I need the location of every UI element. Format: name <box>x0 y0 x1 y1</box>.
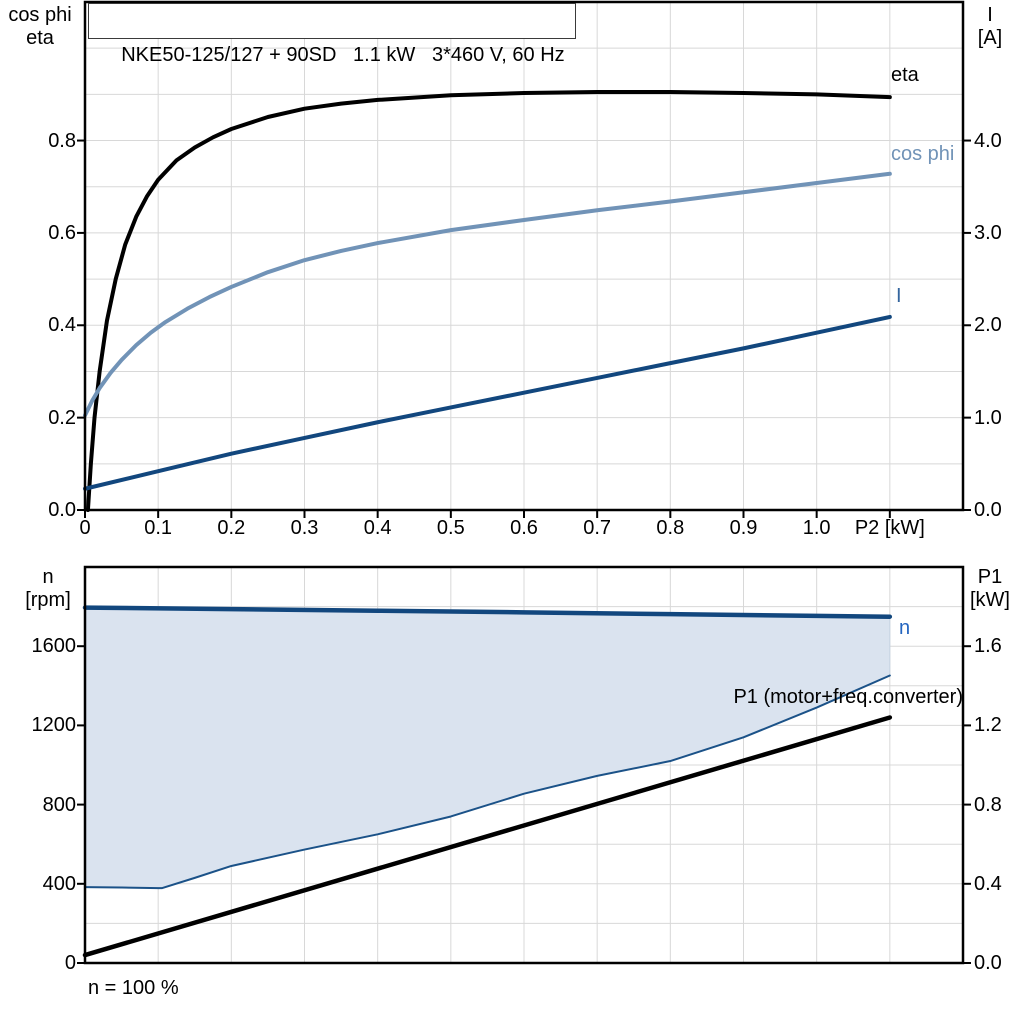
top-right-axis-title-line2: [A] <box>977 27 1003 49</box>
top-left-axis-title-line2: eta <box>26 27 54 49</box>
bottom-left-tick-label: 1600 <box>31 635 77 658</box>
bottom-right-tick-label: 0.0 <box>974 952 1002 974</box>
x-axis-tick-label: P2 [kW] <box>854 517 925 539</box>
bottom-right-tick-label: 1.6 <box>974 635 1002 658</box>
top-left-tick-label: 0.6 <box>48 221 76 244</box>
x-axis-tick-label: 0.9 <box>729 517 758 539</box>
x-axis-tick-label: 0.7 <box>583 517 612 539</box>
top-left-tick-label: 0.8 <box>48 129 76 152</box>
curve-label-n: n <box>899 617 911 639</box>
top-right-tick-label: 1.0 <box>974 406 1002 429</box>
x-axis-tick-label: 0.8 <box>656 517 685 539</box>
curve-label-p1: P1 (motor+freq.converter) <box>733 686 963 708</box>
top-right-tick-label: 2.0 <box>974 314 1002 337</box>
top-right-tick-label: 3.0 <box>974 221 1002 244</box>
x-axis-tick-label: 0.3 <box>290 517 319 539</box>
bottom-left-axis-title-line1: n <box>42 566 54 588</box>
bottom-right-axis-title-line1: P1 <box>977 566 1003 588</box>
curve-label-current: I <box>896 285 902 307</box>
top-left-tick-label: 0.2 <box>48 406 76 429</box>
top-right-tick-label: 4.0 <box>974 129 1002 152</box>
bottom-left-tick-label: 800 <box>42 793 76 816</box>
x-axis-tick-label: 0.6 <box>510 517 538 539</box>
bottom-left-axis-title-line2: [rpm] <box>25 589 71 611</box>
curve-label-cos-phi: cos phi <box>891 143 955 165</box>
series-i <box>83 314 892 491</box>
chart-title-box: NKE50-125/127 + 90SD 1.1 kW 3*460 V, 60 … <box>88 3 576 66</box>
top-left-tick-label: 0.0 <box>48 499 76 521</box>
top-right-axis-title-line1: I <box>987 4 993 26</box>
bottom-left-tick-label: 1200 <box>31 714 77 737</box>
x-axis-tick-label: 0 <box>79 517 91 539</box>
series-cos-phi <box>83 171 892 418</box>
top-right-tick-label: 0.0 <box>974 499 1002 521</box>
speed-footnote: n = 100 % <box>88 977 179 999</box>
bottom-right-tick-label: 1.2 <box>974 714 1002 737</box>
x-axis-tick-label: 1.0 <box>802 517 831 539</box>
curve-label-eta: eta <box>891 64 919 86</box>
x-axis-tick-label: 0.2 <box>217 517 246 539</box>
bottom-left-tick-label: 400 <box>42 872 76 895</box>
series-n <box>82 605 893 619</box>
series-p1-motor-freq-converter- <box>82 715 893 958</box>
bottom-right-axis-title-line2: [kW] <box>970 589 1010 611</box>
bottom-right-tick-label: 0.8 <box>974 793 1002 816</box>
x-axis-tick-label: 0.5 <box>436 517 465 539</box>
x-axis-tick-label: 0.1 <box>144 517 173 539</box>
chart-title: NKE50-125/127 + 90SD 1.1 kW 3*460 V, 60 … <box>121 44 565 66</box>
series-eta <box>85 90 892 512</box>
top-left-axis-title-line1: cos phi <box>8 4 72 26</box>
top-left-tick-label: 0.4 <box>48 314 76 337</box>
bottom-left-tick-label: 0 <box>64 952 76 974</box>
x-axis-tick-label: 0.4 <box>363 517 392 539</box>
bottom-right-tick-label: 0.4 <box>974 872 1002 895</box>
series-min-speed-boundary <box>84 674 891 890</box>
